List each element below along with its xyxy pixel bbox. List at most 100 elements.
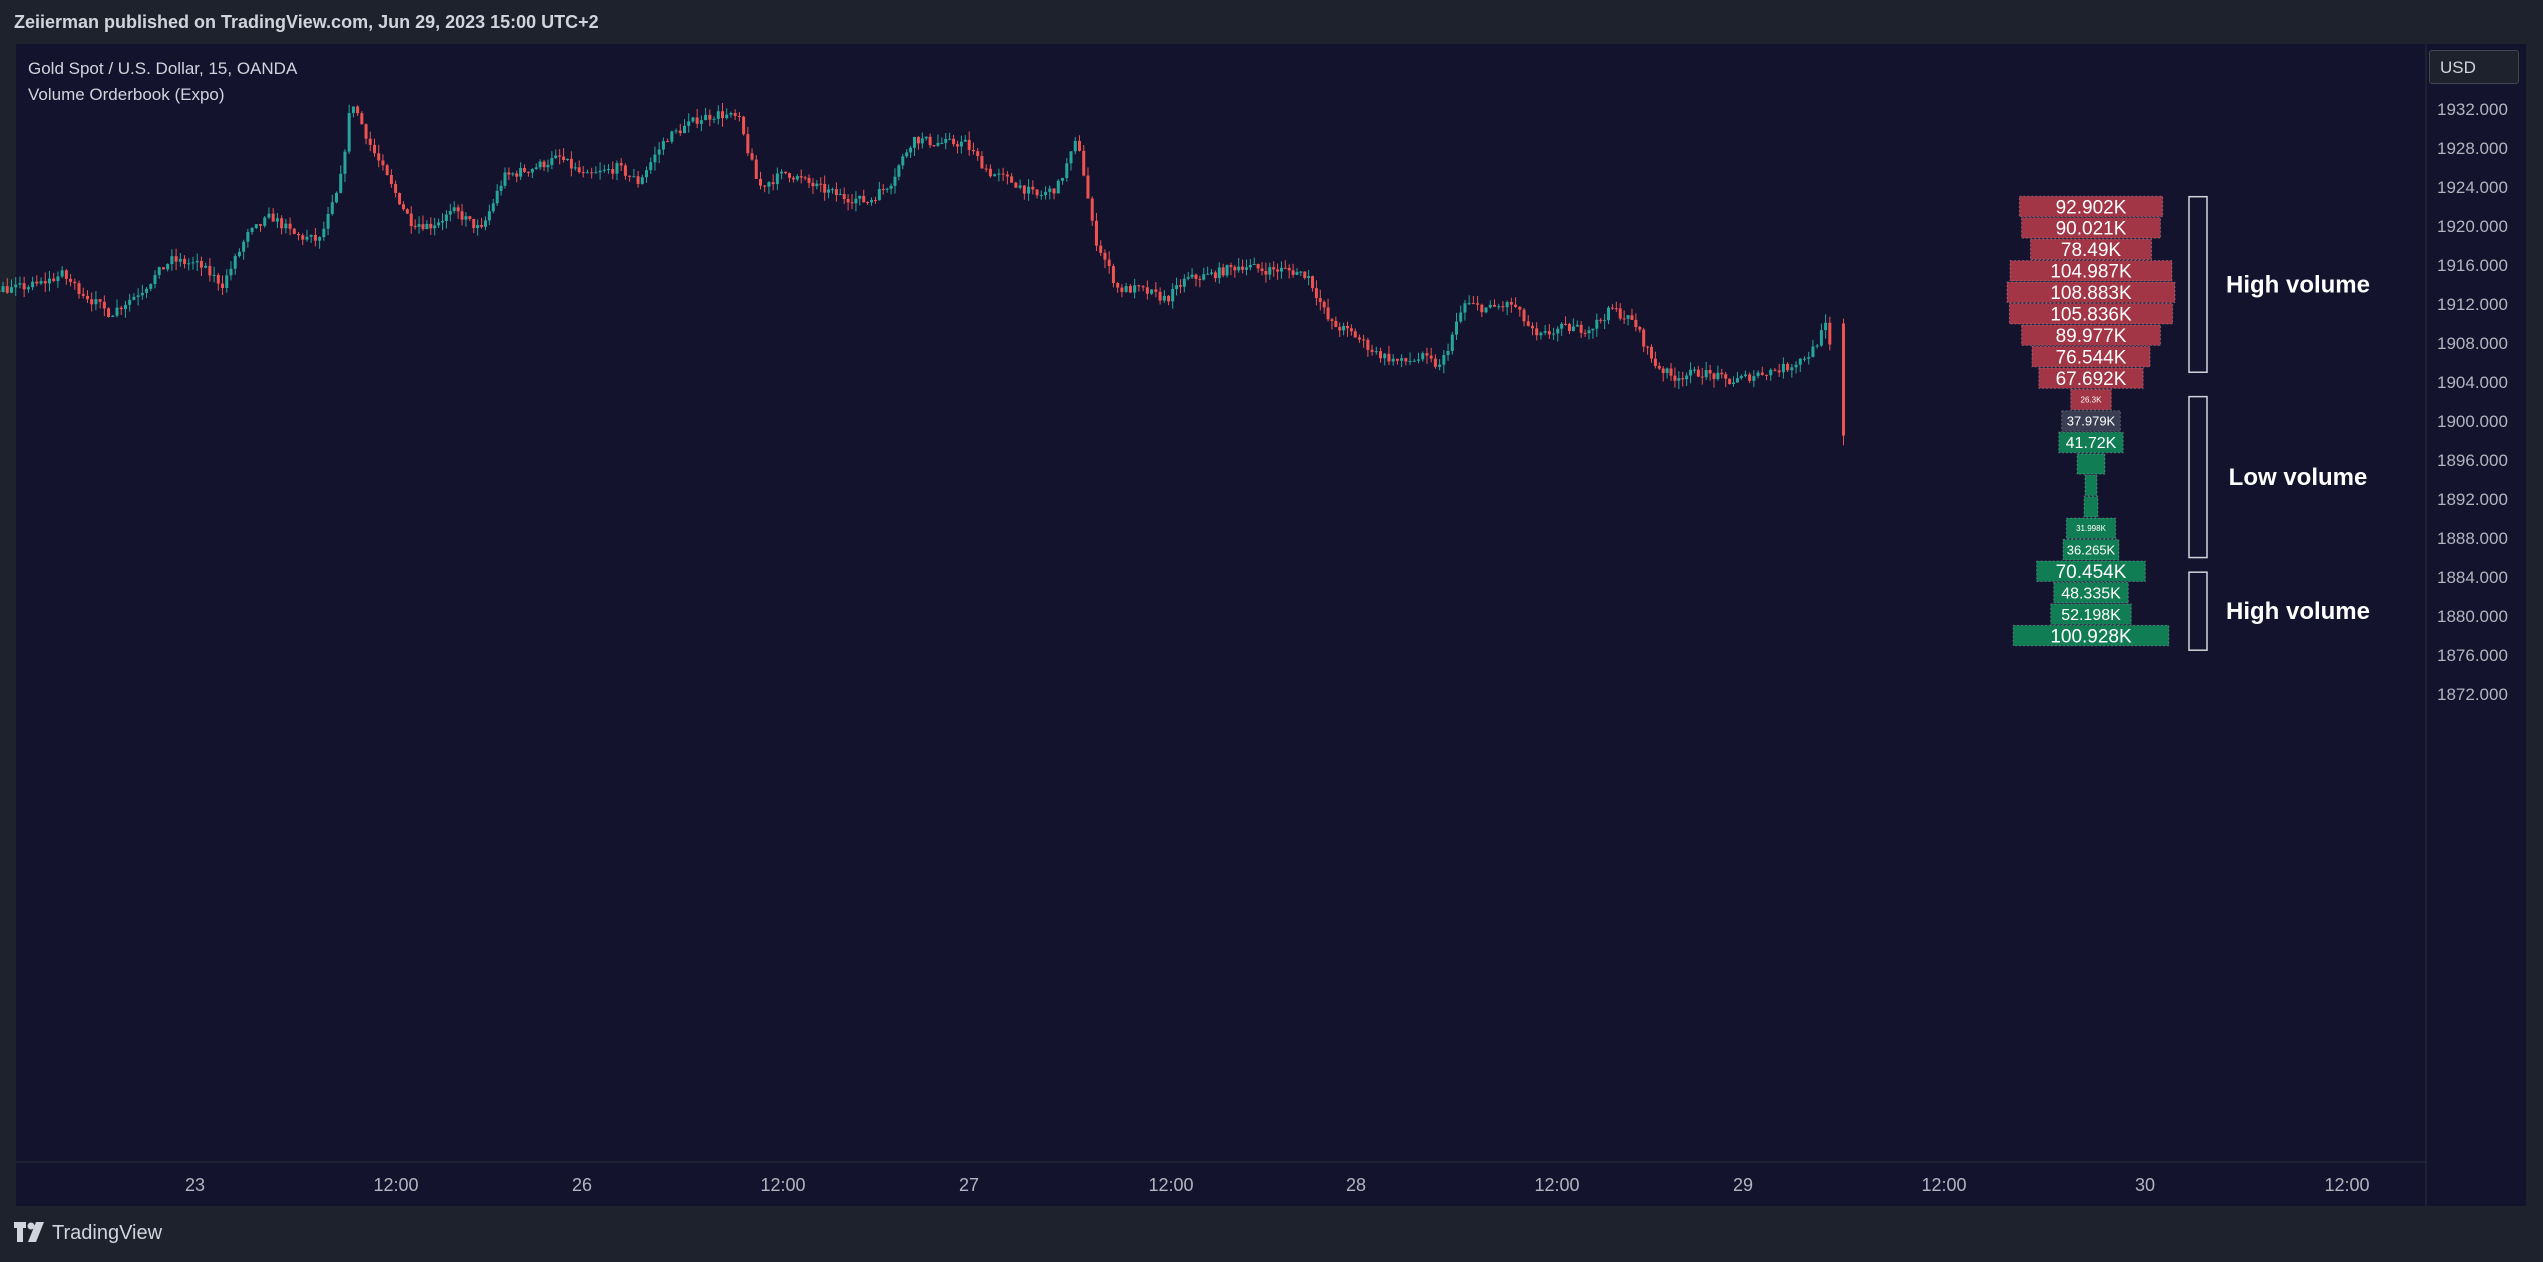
candle-body bbox=[1429, 355, 1433, 359]
candle-body bbox=[309, 234, 313, 237]
candle-body bbox=[1649, 346, 1653, 359]
candle-body bbox=[351, 106, 355, 114]
candle-body bbox=[619, 163, 623, 166]
candle-body bbox=[538, 161, 542, 168]
candle-body bbox=[1018, 185, 1022, 188]
candle-body bbox=[546, 164, 550, 168]
candle-body bbox=[1213, 272, 1217, 279]
candle-body bbox=[733, 113, 737, 116]
price-tick-label: 1928.000 bbox=[2437, 139, 2508, 158]
orderbook-bar bbox=[2050, 603, 2132, 625]
time-tick-label: 26 bbox=[572, 1175, 592, 1195]
candle-body bbox=[444, 214, 448, 221]
candle-body bbox=[413, 226, 417, 228]
candle-body bbox=[1716, 372, 1720, 380]
candle-body bbox=[1287, 267, 1291, 271]
candle-body bbox=[611, 169, 615, 174]
candle-body bbox=[405, 209, 409, 214]
candle-body bbox=[1154, 289, 1158, 292]
symbol-title[interactable]: Gold Spot / U.S. Dollar, 15, OANDA bbox=[28, 59, 298, 78]
candle-body bbox=[43, 281, 47, 284]
candle-body bbox=[1634, 319, 1638, 327]
price-tick-label: 1912.000 bbox=[2437, 295, 2508, 314]
candle-body bbox=[1, 286, 5, 293]
candle-body bbox=[1103, 252, 1107, 260]
candle-body bbox=[1450, 334, 1454, 351]
candle-body bbox=[1133, 285, 1137, 293]
candle-body bbox=[1673, 375, 1677, 381]
candle-body bbox=[318, 237, 322, 241]
brand-name[interactable]: TradingView bbox=[52, 1222, 163, 1244]
orderbook-bar bbox=[2021, 217, 2161, 239]
candle-body bbox=[368, 138, 372, 145]
candle-body bbox=[585, 172, 589, 174]
candle-body bbox=[1225, 265, 1229, 276]
candle-body bbox=[877, 189, 881, 201]
candle-body bbox=[1505, 302, 1509, 308]
candle-body bbox=[834, 189, 838, 196]
candle-body bbox=[1048, 188, 1052, 192]
candle-body bbox=[356, 106, 360, 114]
currency-button[interactable]: USD bbox=[2429, 50, 2519, 84]
candle-body bbox=[1031, 186, 1035, 190]
candle-body bbox=[1484, 307, 1488, 313]
candle-body bbox=[1326, 307, 1330, 320]
tradingview-logo-icon[interactable] bbox=[14, 1222, 48, 1242]
candle-body bbox=[1107, 259, 1111, 267]
candle-body bbox=[1543, 331, 1547, 333]
volume-annotation: High volume bbox=[2226, 271, 2370, 298]
candle-body bbox=[22, 283, 26, 290]
candle-body bbox=[417, 224, 421, 227]
candle-body bbox=[920, 138, 924, 144]
candle-body bbox=[1480, 304, 1484, 313]
candle-body bbox=[1116, 282, 1120, 288]
candle-body bbox=[503, 172, 507, 186]
candle-body bbox=[554, 155, 558, 159]
candle-body bbox=[170, 256, 174, 265]
candle-body bbox=[1039, 195, 1043, 197]
indicator-title[interactable]: Volume Orderbook (Expo) bbox=[28, 85, 225, 104]
candle-body bbox=[1421, 353, 1425, 360]
candle-body bbox=[372, 144, 376, 154]
candle-body bbox=[1073, 140, 1077, 152]
candle-body bbox=[993, 174, 997, 177]
candle-body bbox=[1241, 266, 1245, 270]
time-tick-label: 12:00 bbox=[373, 1175, 418, 1195]
candle-body bbox=[1268, 267, 1272, 275]
candle-body bbox=[754, 159, 758, 179]
candle-body bbox=[52, 278, 56, 282]
orderbook-label: 70.454K bbox=[2056, 562, 2127, 583]
candle-body bbox=[456, 207, 460, 212]
candle-body bbox=[850, 202, 854, 204]
candle-body bbox=[1467, 303, 1471, 305]
candle-body bbox=[271, 213, 275, 222]
candle-body bbox=[297, 233, 301, 236]
orderbook-bar bbox=[2008, 303, 2174, 325]
candle-body bbox=[1497, 306, 1501, 308]
candle-body bbox=[437, 222, 441, 226]
orderbook-bar bbox=[2031, 345, 2151, 368]
candle-body bbox=[69, 278, 73, 282]
candle-body bbox=[716, 111, 720, 119]
candle-body bbox=[1417, 359, 1421, 361]
candle-body bbox=[1221, 267, 1225, 276]
candle-body bbox=[1760, 372, 1764, 375]
candle-body bbox=[858, 195, 862, 199]
candle-body bbox=[523, 167, 527, 172]
candle-body bbox=[1099, 245, 1103, 253]
candle-body bbox=[199, 260, 203, 268]
candle-body bbox=[750, 153, 754, 160]
candle-body bbox=[1626, 315, 1630, 319]
candle-body bbox=[1137, 285, 1141, 287]
candle-body bbox=[1175, 285, 1179, 289]
candle-body bbox=[678, 130, 682, 134]
candle-body bbox=[73, 281, 77, 284]
candle-body bbox=[1362, 339, 1366, 341]
candle-body bbox=[1614, 308, 1618, 310]
candle-body bbox=[550, 158, 554, 165]
candle-body bbox=[1622, 318, 1626, 320]
candle-body bbox=[1471, 303, 1475, 305]
candle-body bbox=[425, 223, 429, 230]
candle-body bbox=[967, 139, 971, 150]
